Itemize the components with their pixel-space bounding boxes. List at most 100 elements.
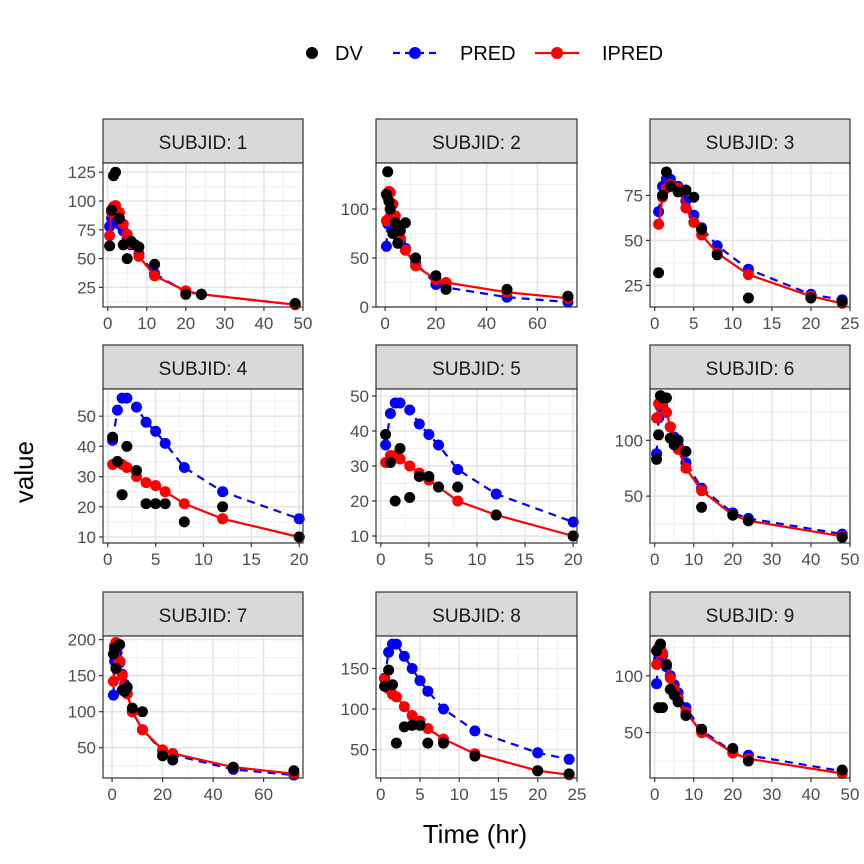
data-point-dv (653, 267, 665, 279)
facet-panels: SUBJID: 10 10 20 30 40 50255075100125SUBJID: … (68, 118, 860, 804)
data-point-dv (394, 225, 406, 237)
data-point-dv (384, 203, 396, 215)
data-point-pred (433, 439, 444, 451)
legend-label: PRED (460, 43, 516, 65)
data-point-dv (121, 440, 133, 452)
y-tick-label: 125 (68, 163, 96, 182)
data-point-ipred (664, 421, 676, 433)
data-point-ipred (380, 215, 392, 227)
panel-background (103, 163, 303, 307)
legend-item-ipred: IPRED (535, 43, 663, 65)
data-point-ipred (399, 244, 411, 256)
x-tick-label: 20 (153, 785, 172, 804)
series-dv (651, 390, 848, 543)
data-point-ipred (680, 202, 692, 214)
data-point-dv (392, 237, 404, 249)
data-point-dv (394, 443, 406, 454)
data-point-ipred (394, 453, 406, 465)
data-point-pred (107, 689, 119, 701)
x-tick-label: 30 (762, 550, 781, 569)
panel-strip-label: SUBJID: 5 (432, 359, 521, 380)
panel-subjid-5: SUBJID: 5 0 5 10 15 20 10 20 30 40 50 (350, 344, 583, 569)
panel-border (649, 635, 851, 779)
series-dv (107, 639, 300, 777)
data-point-dv (414, 719, 426, 731)
panel-strip-label: SUBJID: 6 (706, 359, 795, 380)
x-tick-label: 0 (650, 550, 659, 569)
data-point-ipred (390, 691, 402, 703)
data-point-pred (380, 439, 392, 451)
data-point-dv (433, 481, 444, 493)
data-point-dv (567, 530, 579, 542)
panel-border (102, 388, 304, 544)
data-point-dv (227, 761, 239, 773)
y-axis-title: value (9, 441, 39, 503)
data-point-dv (167, 754, 179, 766)
data-point-dv (680, 184, 692, 196)
panel-strip-label: SUBJID: 1 (159, 133, 248, 154)
data-point-pred (438, 703, 449, 715)
data-point-pred (653, 206, 665, 218)
legend-key-point (306, 47, 318, 59)
panel-strip-label: SUBJID: 2 (432, 133, 521, 154)
legend-item-pred: PRED (393, 43, 516, 65)
data-point-pred (469, 725, 481, 737)
data-point-dv (680, 446, 692, 457)
data-point-pred (390, 638, 402, 650)
x-tick-label: 20 (723, 785, 742, 804)
data-point-dv (131, 465, 142, 476)
data-point-dv (413, 471, 425, 482)
data-point-dv (727, 743, 739, 754)
data-point-dv (111, 456, 123, 467)
data-point-dv (490, 509, 502, 521)
x-tick-label: 10 (684, 785, 703, 804)
data-point-pred (159, 437, 171, 449)
x-tick-label: 0 (103, 314, 112, 333)
data-point-dv (289, 298, 301, 309)
x-tick-label: 5 (151, 550, 160, 569)
x-tick-label: 20 (290, 550, 309, 569)
data-point-dv (657, 189, 668, 201)
x-axis-title: Time (hr) (423, 819, 527, 849)
data-point-pred (217, 486, 229, 498)
data-point-ipred (217, 513, 229, 525)
data-point-dv (422, 737, 434, 749)
panel-border (375, 635, 578, 779)
data-point-pred (404, 404, 416, 416)
y-tick-label: 20 (77, 498, 96, 517)
y-tick-label: 50 (77, 407, 96, 426)
y-tick-label: 75 (624, 186, 643, 205)
data-point-dv (680, 710, 692, 721)
y-tick-label: 50 (350, 249, 369, 268)
y-tick-label: 50 (624, 487, 643, 506)
data-point-dv (106, 204, 118, 216)
data-point-dv (399, 217, 411, 229)
data-point-dv (110, 166, 121, 178)
data-point-dv (501, 283, 513, 295)
data-point-ipred (651, 412, 663, 424)
legend-label: IPRED (602, 43, 663, 65)
x-tick-label: 0 (380, 314, 389, 333)
data-point-ipred (452, 495, 464, 507)
x-tick-label: 0 (650, 314, 659, 333)
data-point-pred (398, 650, 410, 662)
data-point-dv (140, 498, 152, 510)
x-tick-label: 15 (516, 550, 535, 569)
x-tick-label: 50 (841, 785, 860, 804)
data-point-dv (562, 290, 574, 302)
panel-border (375, 388, 578, 544)
x-tick-label: 50 (841, 550, 860, 569)
data-point-dv (660, 392, 672, 404)
data-point-dv (563, 768, 575, 780)
y-tick-label: 100 (615, 667, 643, 686)
panel-strip-label: SUBJID: 7 (159, 606, 248, 627)
data-point-pred (413, 418, 425, 430)
data-point-pred (384, 408, 396, 419)
x-tick-label: 25 (841, 314, 860, 333)
data-point-dv (651, 453, 663, 465)
panel-subjid-1: SUBJID: 1 0 10 20 30 40 50 25 50 75 100 125 (68, 118, 312, 333)
data-point-dv (836, 531, 848, 543)
x-tick-label: 40 (801, 785, 820, 804)
y-tick-label: 10 (350, 527, 369, 546)
